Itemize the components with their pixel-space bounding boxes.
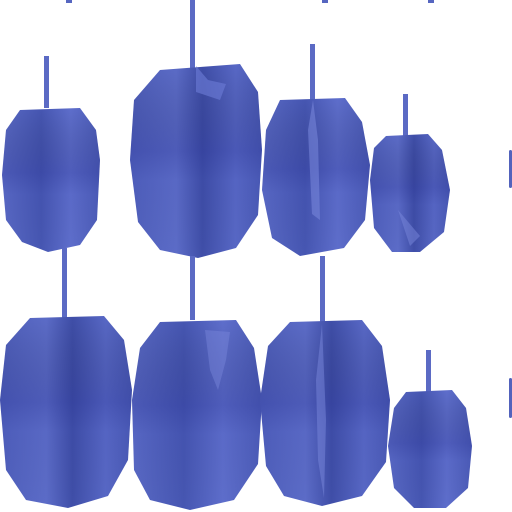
- stem: [62, 248, 67, 318]
- crease: [308, 100, 320, 220]
- lantern-row1-col3: [262, 44, 370, 256]
- stem: [426, 350, 431, 392]
- lantern-row2-col2: [132, 256, 262, 510]
- lantern-row1-col4: [370, 94, 450, 252]
- stem: [44, 56, 49, 108]
- crease: [196, 66, 226, 100]
- lantern-row2-col1: [0, 248, 132, 508]
- crease: [205, 330, 230, 390]
- stem: [320, 256, 325, 322]
- lantern-row1-col1: [2, 56, 100, 252]
- crease: [398, 210, 420, 246]
- stem: [190, 256, 195, 320]
- lantern-row2-col3: [260, 256, 390, 506]
- lantern-row1-col2: [130, 0, 262, 258]
- stem: [310, 44, 315, 100]
- crease: [316, 324, 326, 498]
- stem: [190, 0, 195, 68]
- right-edge-slivers: [509, 150, 512, 418]
- stem: [403, 94, 408, 136]
- top-edge-marks: [66, 0, 434, 3]
- lantern-row2-col4: [388, 350, 472, 508]
